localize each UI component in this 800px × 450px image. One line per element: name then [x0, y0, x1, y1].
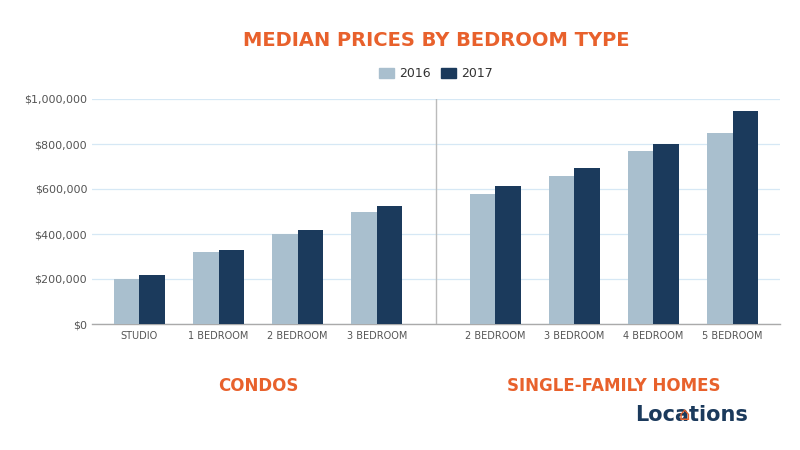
Bar: [549, 176, 574, 324]
Bar: [218, 250, 244, 324]
Bar: [114, 279, 139, 324]
Bar: [574, 168, 600, 324]
Bar: [628, 151, 654, 324]
Bar: [733, 112, 758, 324]
Text: Locations: Locations: [635, 405, 748, 425]
Bar: [707, 133, 733, 324]
Bar: [194, 252, 218, 324]
Bar: [495, 185, 521, 324]
Legend: 2016, 2017: 2016, 2017: [377, 65, 495, 83]
Bar: [139, 274, 165, 324]
Bar: [470, 194, 495, 324]
Title: MEDIAN PRICES BY BEDROOM TYPE: MEDIAN PRICES BY BEDROOM TYPE: [242, 31, 630, 50]
Bar: [351, 212, 377, 324]
Bar: [298, 230, 323, 324]
Bar: [272, 234, 298, 324]
Bar: [654, 144, 678, 324]
Text: CONDOS: CONDOS: [218, 377, 298, 395]
Text: ⌂: ⌂: [679, 406, 690, 424]
Bar: [377, 206, 402, 324]
Text: SINGLE-FAMILY HOMES: SINGLE-FAMILY HOMES: [507, 377, 721, 395]
